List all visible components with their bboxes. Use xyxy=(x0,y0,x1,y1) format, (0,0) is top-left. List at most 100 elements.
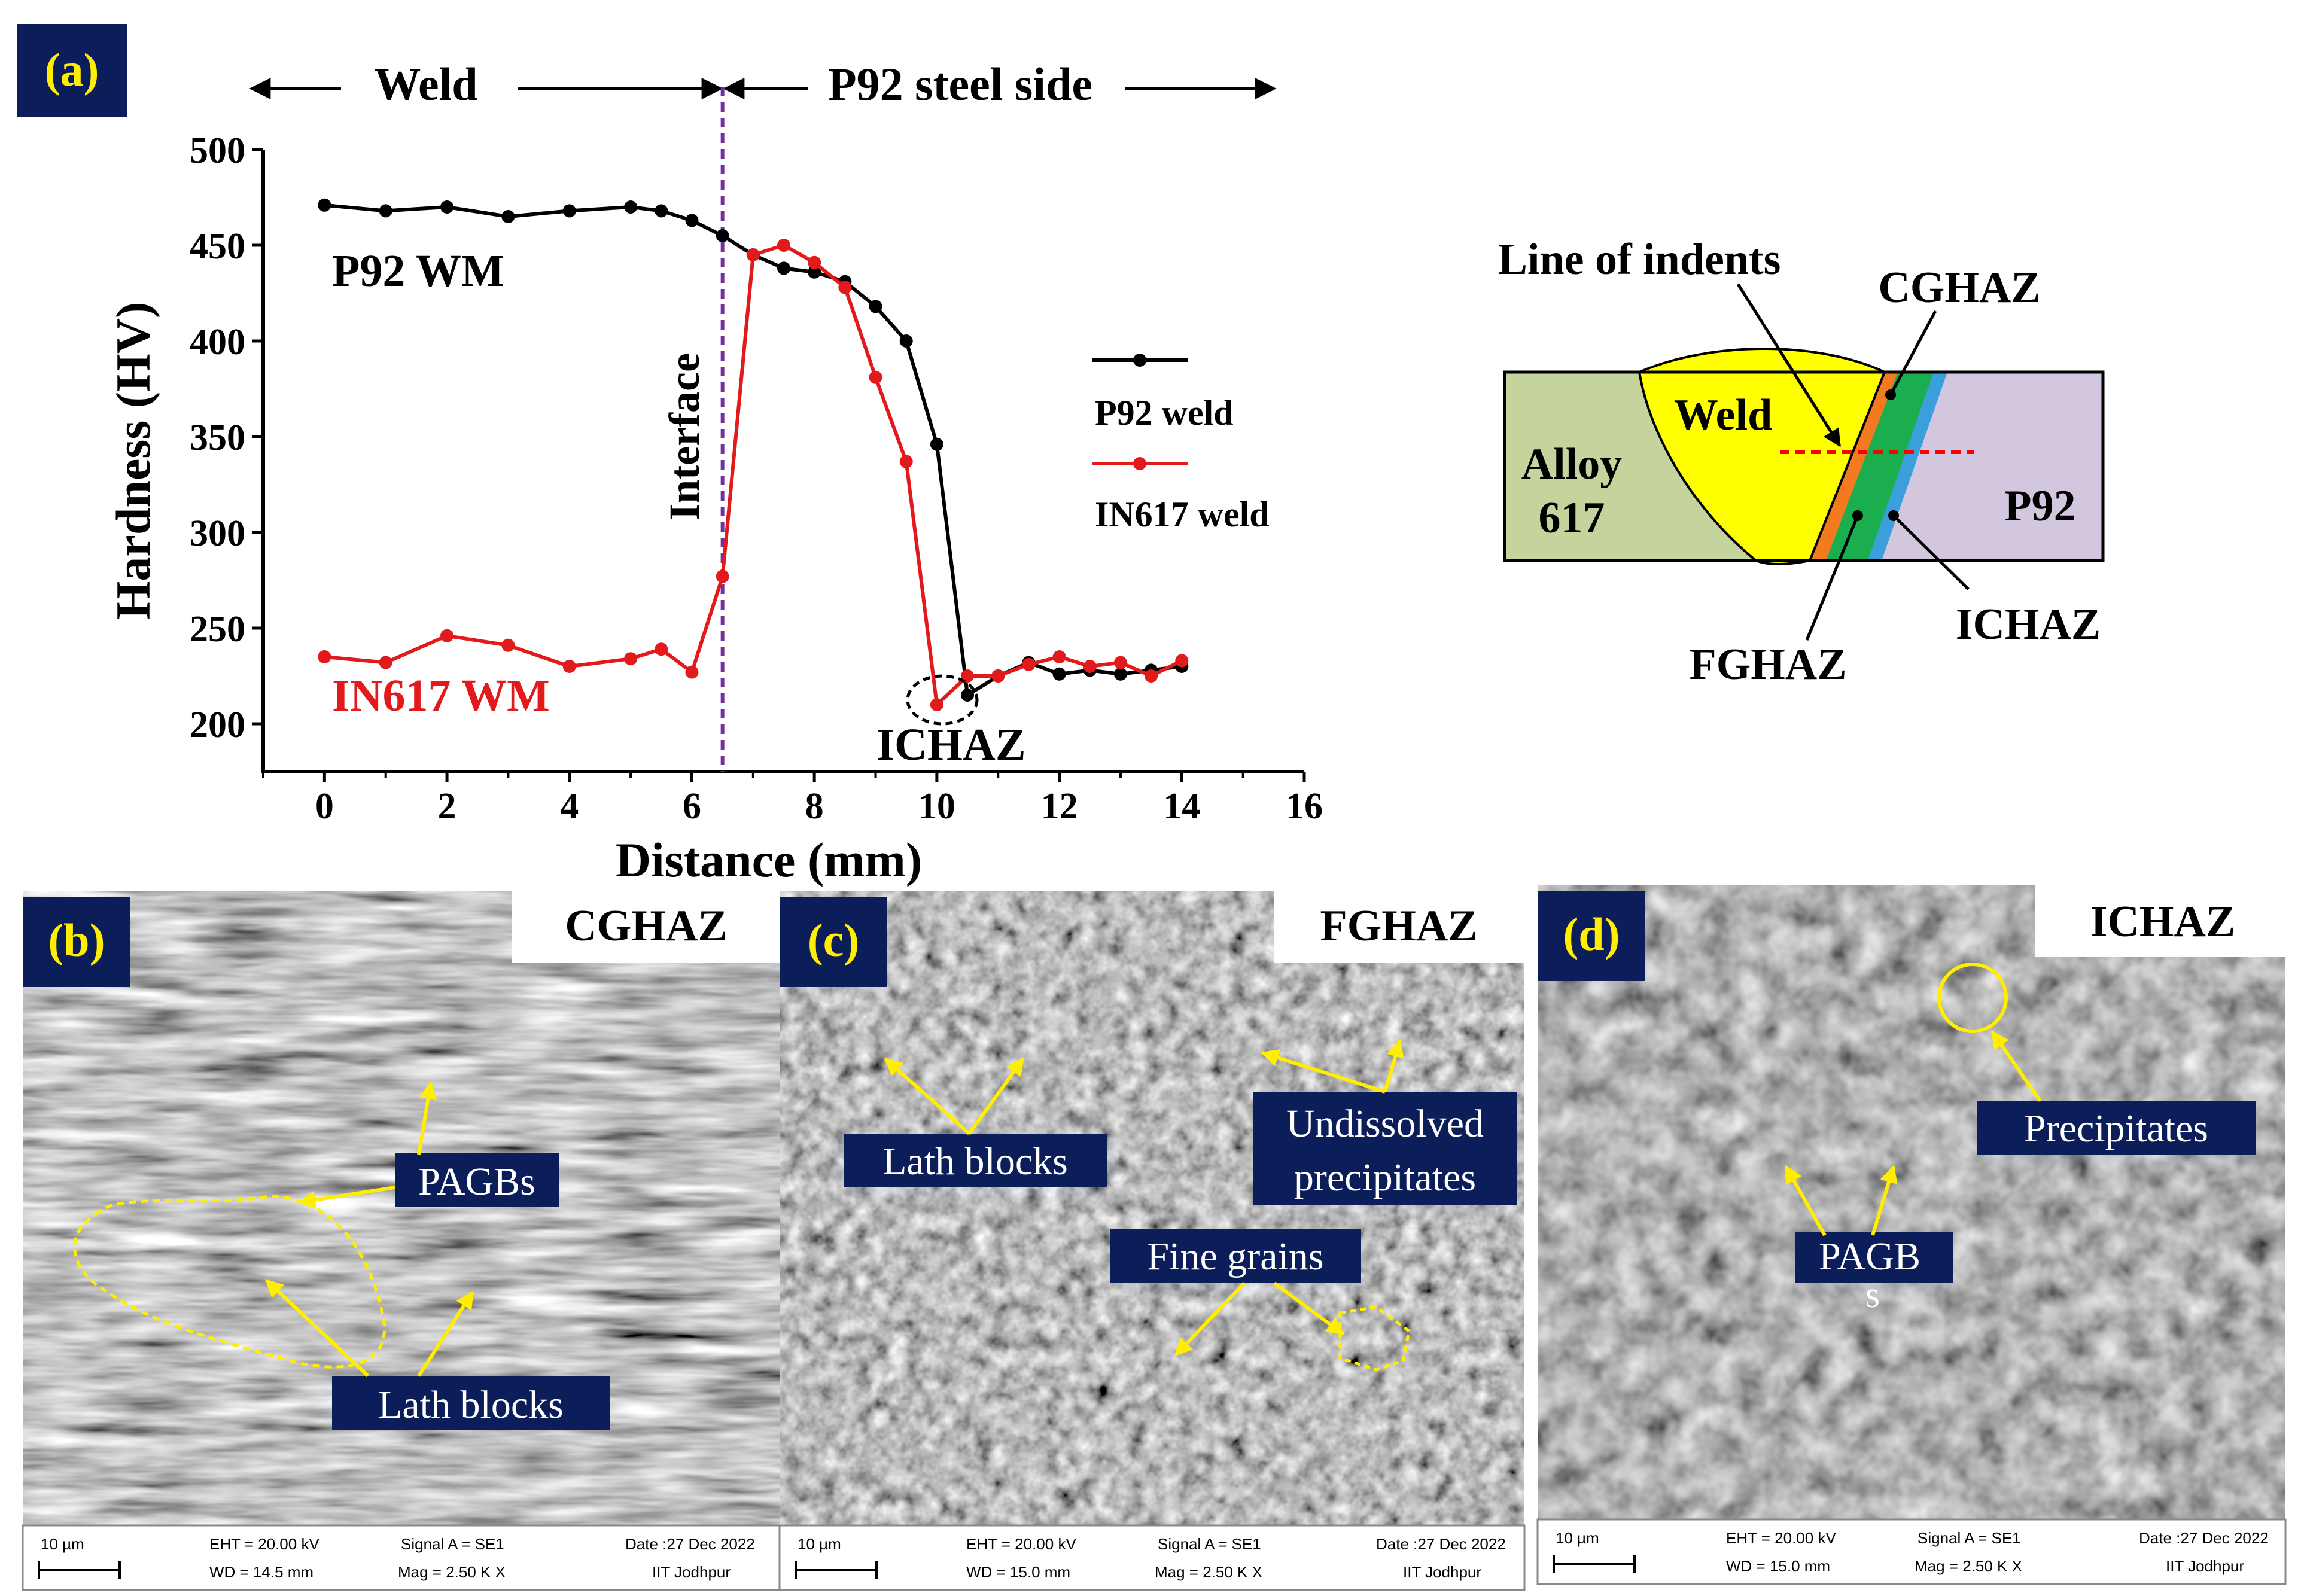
org-d: IIT Jodhpur xyxy=(2166,1557,2244,1575)
data-point-0 xyxy=(930,437,943,451)
data-point-0 xyxy=(440,200,454,214)
data-point-1 xyxy=(685,665,699,679)
signal-b: Signal A = SE1 xyxy=(401,1535,504,1553)
panel-label-a-box xyxy=(17,24,127,117)
data-point-1 xyxy=(716,569,729,583)
pagbs-d-label: PAGB xyxy=(1819,1235,1920,1278)
ichaz-band xyxy=(1867,372,1947,561)
fine-arrow-1 xyxy=(1174,1281,1246,1357)
x-tick-label: 10 xyxy=(918,786,955,827)
cghaz-schematic-label: CGHAZ xyxy=(1878,263,2040,312)
fghaz-pointer xyxy=(1805,515,1859,641)
data-point-1 xyxy=(930,698,943,711)
micrograph-c-footer xyxy=(778,1524,1526,1591)
data-point-0 xyxy=(899,334,913,348)
panel-a: (a) Weld P92 steel side 200 250 300 350 400 4… xyxy=(17,24,1323,887)
fine-grain-outline xyxy=(1338,1305,1411,1372)
data-point-0 xyxy=(379,204,392,218)
micrograph-c-title: FGHAZ xyxy=(1320,901,1477,951)
undissolved-label-line1: Undissolved xyxy=(1286,1102,1484,1146)
line-of-indents-label: Line of indents xyxy=(1498,235,1781,284)
data-point-1 xyxy=(869,370,882,384)
undissolved-box xyxy=(1253,1092,1517,1205)
ichaz-schematic-label: ICHAZ xyxy=(1956,600,2101,649)
eht-d: EHT = 20.00 kV xyxy=(1726,1529,1836,1547)
legend-in617-marker xyxy=(1133,457,1146,470)
data-point-1 xyxy=(1145,669,1158,683)
lath-b-arrow-1 xyxy=(264,1278,370,1378)
interface-label: Interface xyxy=(661,353,708,520)
weld-schematic-label: Weld xyxy=(1674,391,1772,440)
data-point-1 xyxy=(1113,656,1127,669)
x-tick-label: 12 xyxy=(1041,786,1078,827)
y-ticks: 200 250 300 350 400 450 500 xyxy=(190,130,263,745)
ichaz-chart-label: ICHAZ xyxy=(876,720,1025,770)
legend-in617-label: IN617 weld xyxy=(1095,495,1270,534)
data-point-0 xyxy=(869,300,882,313)
wd-c: WD = 15.0 mm xyxy=(966,1563,1070,1581)
y-tick-label: 300 xyxy=(190,513,245,554)
data-point-1 xyxy=(501,638,515,652)
data-point-0 xyxy=(501,210,515,223)
data-point-1 xyxy=(746,248,760,261)
pagbs-d-arrow-1 xyxy=(1784,1165,1827,1236)
legend-p92-label: P92 weld xyxy=(1095,393,1234,432)
lath-b-arrow-2 xyxy=(417,1290,474,1377)
series-layer xyxy=(318,198,1189,711)
lath-blocks-c-label: Lath blocks xyxy=(882,1140,1068,1183)
y-tick-label: 350 xyxy=(190,418,245,458)
wd-d: WD = 15.0 mm xyxy=(1726,1557,1830,1575)
data-point-1 xyxy=(318,650,331,663)
micrograph-c-image xyxy=(780,891,1524,1525)
pagbs-arrow-1 xyxy=(417,1081,437,1155)
fine-grains-box xyxy=(1110,1229,1361,1283)
fine-grains-label: Fine grains xyxy=(1147,1235,1323,1278)
cghaz-pointer xyxy=(1889,310,1937,396)
pagbs-arrow-2 xyxy=(297,1186,395,1209)
ichaz-pointer xyxy=(1892,514,1970,590)
panel-label-d-box xyxy=(1538,891,1645,981)
data-point-1 xyxy=(1022,657,1036,671)
x-tick-label: 2 xyxy=(438,786,456,827)
micrograph-c-title-box xyxy=(1274,891,1524,963)
x-axis-label: Distance (mm) xyxy=(616,833,922,887)
x-ticks: 0 2 4 6 8 10 12 14 16 xyxy=(262,772,1323,827)
fghaz-band xyxy=(1825,372,1934,561)
date-d: Date :27 Dec 2022 xyxy=(2139,1529,2269,1547)
y-tick-label: 500 xyxy=(190,130,245,171)
y-axis-label: Hardness (HV) xyxy=(106,302,160,620)
data-point-1 xyxy=(655,642,668,656)
data-point-1 xyxy=(899,455,913,468)
legend: P92 weld IN617 weld xyxy=(1092,354,1270,534)
fghaz-schematic-label: FGHAZ xyxy=(1689,640,1846,689)
micrograph-b-title-box xyxy=(512,891,780,963)
data-point-1 xyxy=(1083,660,1097,673)
ichaz-circle xyxy=(906,674,979,726)
schematic-border xyxy=(1503,370,2105,562)
precipitates-arrow xyxy=(1990,1030,2042,1102)
scale-d: 10 µm xyxy=(1556,1529,1599,1547)
data-point-0 xyxy=(624,200,638,214)
data-point-0 xyxy=(655,204,668,218)
eht-b: EHT = 20.00 kV xyxy=(209,1535,319,1553)
fine-arrow-2 xyxy=(1273,1281,1345,1336)
data-point-0 xyxy=(685,214,699,227)
lath-c-arrow-2 xyxy=(967,1057,1025,1135)
panel-label-d: (d) xyxy=(1563,908,1620,960)
p92-wm-label: P92 WM xyxy=(332,246,504,296)
x-tick-label: 8 xyxy=(805,786,824,827)
micrograph-b-image xyxy=(23,891,780,1525)
data-point-0 xyxy=(318,198,331,212)
panel-label-c-box xyxy=(780,897,887,987)
weld-region-label: Weld xyxy=(374,58,477,110)
micrograph-d-title: ICHAZ xyxy=(2090,897,2236,946)
data-point-1 xyxy=(379,656,392,669)
data-point-0 xyxy=(777,261,790,275)
precipitate-circle xyxy=(1937,963,2008,1033)
scale-c: 10 µm xyxy=(798,1535,841,1553)
panel-label-a: (a) xyxy=(45,44,99,96)
weld-region xyxy=(1638,348,1886,565)
data-point-1 xyxy=(777,239,790,252)
micrograph-c: (c) FGHAZ Lath blocks Undissolved precip… xyxy=(778,891,1526,1591)
